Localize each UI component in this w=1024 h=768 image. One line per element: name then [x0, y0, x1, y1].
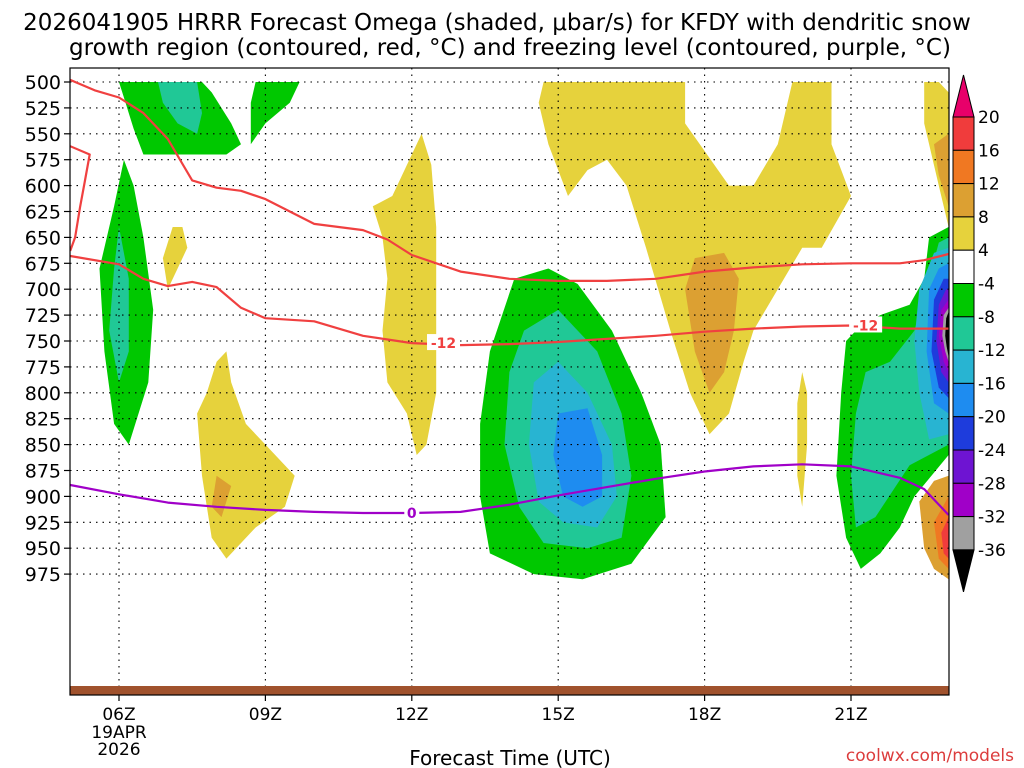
colorbar-box-3 — [952, 216, 975, 251]
x-tick-label-06Z: 06Z — [102, 705, 135, 725]
omega-region-8 — [934, 133, 949, 207]
y-tick-label-575: 575 — [25, 150, 61, 172]
y-axis: 500 525 550 575 600 625 650 675 700 725 750 775 800 8… — [25, 72, 70, 586]
colorbar-box-2 — [952, 183, 975, 218]
y-tick-label-750: 750 — [25, 331, 61, 353]
y-tick-label-850: 850 — [25, 435, 61, 457]
y-tick-label-650: 650 — [25, 227, 61, 249]
colorbar-box-10 — [952, 449, 975, 484]
omega-region-5 — [797, 372, 808, 507]
contour-label-0: -12 — [431, 336, 456, 352]
freezing-level-contour — [70, 463, 949, 516]
colorbar-box-1 — [952, 149, 975, 185]
colorbar-label-5: -4 — [978, 275, 995, 295]
y-tick-label-675: 675 — [25, 253, 61, 275]
colorbar-label-13: -36 — [978, 541, 1006, 561]
omega-region-1 — [372, 133, 437, 456]
omega-region-18 — [109, 227, 129, 383]
omega-region-13 — [250, 82, 300, 145]
contour-label-bg-2 — [404, 503, 420, 520]
contour-label-2: 0 — [407, 506, 417, 522]
y-tick-label-975: 975 — [25, 564, 61, 586]
y-tick-label-600: 600 — [25, 176, 61, 198]
colorbar-box-0 — [952, 116, 975, 151]
x-tick-label-09Z: 09Z — [249, 705, 282, 725]
dgz-contour-upper — [70, 254, 949, 347]
y-tick-label-925: 925 — [25, 512, 61, 534]
contours — [70, 78, 949, 516]
contour-label-bg-1 — [849, 316, 883, 333]
y-tick-label-550: 550 — [25, 124, 61, 146]
x-tick-date: 19APR — [91, 723, 147, 743]
grid — [70, 68, 949, 695]
colorbar-box-9 — [952, 416, 975, 451]
dgz-contour-left — [70, 145, 91, 252]
colorbar-label-9: -20 — [978, 408, 1006, 428]
contour-label-bg-0 — [427, 334, 461, 351]
omega-region-23 — [553, 408, 603, 507]
omega-region-2 — [197, 351, 295, 559]
colorbar: 20 16 12 8 4 -4 -8 -12 -16 -20 -24 -28 -32 -36 — [952, 74, 1006, 593]
x-tick-label-18Z: 18Z — [688, 705, 721, 725]
colorbar-box-6 — [952, 316, 975, 351]
colorbar-box-4 — [952, 249, 975, 284]
colorbar-box-8 — [952, 382, 975, 418]
colorbar-label-12: -32 — [978, 508, 1006, 528]
y-tick-label-825: 825 — [25, 409, 61, 431]
omega-region-11 — [941, 517, 949, 559]
omega-region-29 — [945, 312, 949, 357]
y-tick-label-525: 525 — [25, 98, 61, 120]
colorbar-label-4: 4 — [978, 241, 989, 261]
y-tick-label-875: 875 — [25, 461, 61, 483]
colorbar-box-12 — [952, 516, 975, 551]
colorbar-label-8: -16 — [978, 374, 1006, 394]
y-tick-label-625: 625 — [25, 202, 61, 224]
terrain-bar — [70, 686, 949, 695]
colorbar-bottom-arrow — [952, 549, 975, 593]
colorbar-label-2: 12 — [978, 175, 1000, 195]
omega-shading — [99, 82, 949, 580]
y-tick-label-725: 725 — [25, 305, 61, 327]
y-tick-label-900: 900 — [25, 486, 61, 508]
x-tick-year: 2026 — [97, 740, 140, 760]
chart-title-line2: growth region (contoured, red, °C) and f… — [69, 35, 951, 61]
colorbar-label-3: 8 — [978, 208, 989, 228]
plot-frame — [69, 67, 950, 696]
colorbar-box-5 — [952, 283, 975, 318]
omega-region-17 — [158, 82, 202, 134]
y-tick-label-775: 775 — [25, 357, 61, 379]
colorbar-box-7 — [952, 349, 975, 384]
omega-region-3 — [162, 227, 188, 290]
colorbar-label-11: -28 — [978, 474, 1006, 494]
credit-text: coolwx.com/models — [846, 746, 1014, 766]
colorbar-box-11 — [952, 482, 975, 518]
y-tick-label-500: 500 — [25, 72, 61, 94]
x-tick-label-12Z: 12Z — [395, 705, 428, 725]
y-tick-label-700: 700 — [25, 279, 61, 301]
colorbar-label-1: 16 — [978, 141, 1000, 161]
colorbar-label-0: 20 — [978, 108, 1000, 128]
dgz-contour-lower — [70, 78, 949, 282]
colorbar-label-10: -24 — [978, 441, 1006, 461]
y-tick-label-800: 800 — [25, 383, 61, 405]
chart-title-line1: 2026041905 HRRR Forecast Omega (shaded, … — [23, 10, 971, 36]
contour-label-1: -12 — [853, 318, 878, 334]
x-axis-label: Forecast Time (UTC) — [409, 746, 611, 768]
x-tick-label-21Z: 21Z — [834, 705, 867, 725]
colorbar-label-7: -12 — [978, 341, 1006, 361]
omega-region-6 — [685, 252, 739, 393]
x-tick-label-15Z: 15Z — [542, 705, 575, 725]
y-tick-label-950: 950 — [25, 538, 61, 560]
colorbar-label-6: -8 — [978, 308, 995, 328]
contour-labels: -12 -12 0 — [404, 316, 883, 522]
colorbar-top-arrow — [952, 74, 975, 118]
